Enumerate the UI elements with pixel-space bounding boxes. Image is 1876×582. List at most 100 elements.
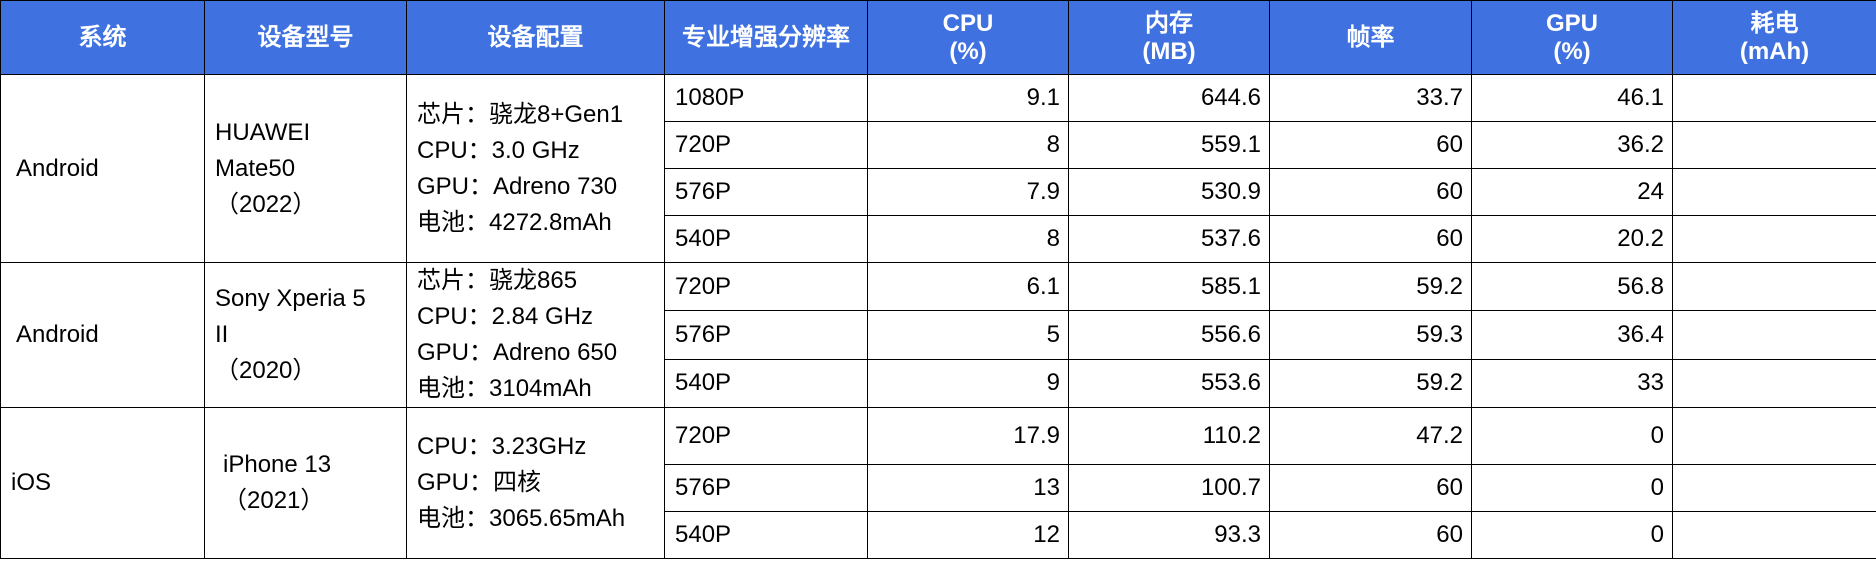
memory-cell: 553.6 (1068, 358, 1270, 409)
config-line: 芯片：骁龙8+Gen1 (417, 100, 624, 128)
config-line: GPU：Adreno 650 (417, 339, 618, 366)
gpu-cell: 36.4 (1471, 310, 1673, 360)
resolution-cell: 720P (664, 407, 868, 465)
memory-cell: 585.1 (1068, 261, 1270, 312)
fps-cell: 60 (1269, 464, 1472, 512)
power-cell (1672, 511, 1876, 559)
config-line: CPU：3.23GHz (417, 433, 587, 460)
model-cell: Sony Xperia 5 II （2020） (204, 262, 407, 408)
memory-cell: 93.3 (1068, 511, 1270, 559)
config-line: GPU：四核 (417, 469, 542, 496)
resolution-cell: 576P (664, 310, 868, 360)
memory-cell: 559.1 (1068, 121, 1270, 169)
header-memory-unit: (MB) (1142, 37, 1196, 65)
memory-cell: 537.6 (1068, 215, 1270, 263)
cpu-cell: 5 (867, 310, 1069, 360)
gpu-cell: 46.1 (1471, 74, 1673, 122)
gpu-cell: 24 (1471, 168, 1673, 216)
header-gpu-unit: (%) (1553, 37, 1591, 65)
model-line: iPhone 13 (223, 451, 332, 478)
header-memory-label: 内存 (1145, 9, 1193, 37)
model-line: HUAWEI (215, 118, 311, 146)
header-model: 设备型号 (204, 0, 407, 75)
header-power-unit: (mAh) (1739, 37, 1810, 65)
gpu-cell: 56.8 (1471, 261, 1673, 312)
gpu-cell: 36.2 (1471, 121, 1673, 169)
header-cpu-label: CPU (942, 9, 994, 37)
gpu-cell: 20.2 (1471, 215, 1673, 263)
header-system: 系统 (0, 0, 205, 75)
memory-cell: 110.2 (1068, 407, 1270, 465)
table-row: 576P 5 556.6 59.3 36.4 (1, 310, 1876, 360)
config-line: 电池：3065.65mAh (417, 505, 626, 532)
fps-cell: 60 (1269, 121, 1472, 169)
memory-cell: 530.9 (1068, 168, 1270, 216)
resolution-cell: 720P (664, 261, 868, 312)
power-cell (1672, 74, 1876, 122)
fps-cell: 33.7 (1269, 74, 1472, 122)
header-resolution: 专业增强分辨率 (664, 0, 868, 75)
system-cell: Android (0, 74, 205, 263)
memory-cell: 556.6 (1068, 310, 1270, 360)
model-line: II (215, 321, 229, 348)
performance-table: 系统 设备型号 设备配置 专业增强分辨率 CPU (%) 内存 (MB) 帧率 … (0, 0, 1876, 559)
model-line: Sony Xperia 5 (215, 285, 366, 312)
header-fps: 帧率 (1269, 0, 1472, 75)
table-row: 540P 12 93.3 60 0 (1, 511, 1876, 559)
memory-cell: 100.7 (1068, 464, 1270, 512)
fps-cell: 60 (1269, 168, 1472, 216)
fps-cell: 60 (1269, 511, 1472, 559)
model-line: Mate50 (215, 154, 296, 182)
power-cell (1672, 310, 1876, 360)
resolution-cell: 540P (664, 511, 868, 559)
gpu-cell: 33 (1471, 358, 1673, 409)
cpu-cell: 8 (867, 121, 1069, 169)
header-gpu-label: GPU (1545, 9, 1598, 37)
power-cell (1672, 407, 1876, 465)
config-line: GPU：Adreno 730 (417, 172, 618, 200)
header-power-label: 耗电 (1750, 9, 1799, 37)
cpu-cell: 9 (867, 358, 1069, 409)
resolution-cell: 720P (664, 121, 868, 169)
table-row: Android HUAWEI Mate50 （2022） 芯片：骁龙8+Gen1… (0, 74, 1876, 263)
config-line: 电池：3104mAh (417, 375, 592, 402)
gpu-cell: 0 (1471, 464, 1673, 512)
power-cell (1672, 464, 1876, 512)
cpu-cell: 9.1 (867, 74, 1069, 122)
table-row: 576P 13 100.7 60 0 (1, 464, 1876, 512)
system-cell: iOS (0, 407, 205, 559)
resolution-cell: 1080P (664, 74, 868, 122)
model-line: （2020） (215, 357, 317, 384)
fps-cell: 59.3 (1269, 310, 1472, 360)
resolution-cell: 540P (664, 215, 868, 263)
fps-cell: 60 (1269, 215, 1472, 263)
fps-cell: 59.2 (1269, 261, 1472, 312)
cpu-cell: 8 (867, 215, 1069, 263)
table-row: iOS iPhone 13 （2021） CPU：3.23GHz GPU：四核 … (0, 407, 1876, 559)
system-cell: Android (0, 262, 205, 408)
power-cell (1672, 215, 1876, 263)
header-cpu-unit: (%) (949, 37, 987, 65)
config-line: 芯片：骁龙865 (417, 267, 578, 294)
memory-cell: 644.6 (1068, 74, 1270, 122)
header-power: 耗电 (mAh) (1672, 0, 1876, 75)
table-row: Android Sony Xperia 5 II （2020） 芯片：骁龙865… (0, 261, 1876, 408)
cpu-cell: 12 (867, 511, 1069, 559)
model-cell: iPhone 13 （2021） (204, 407, 407, 559)
resolution-cell: 576P (664, 464, 868, 512)
config-cell: 芯片：骁龙865 CPU：2.84 GHz GPU：Adreno 650 电池：… (406, 262, 665, 408)
header-memory: 内存 (MB) (1068, 0, 1270, 75)
power-cell (1672, 121, 1876, 169)
config-cell: 芯片：骁龙8+Gen1 CPU：3.0 GHz GPU：Adreno 730 电… (406, 74, 665, 263)
table-row: 576P 7.9 530.9 60 24 (1, 168, 1876, 216)
cpu-cell: 17.9 (867, 407, 1069, 465)
resolution-cell: 576P (664, 168, 868, 216)
fps-cell: 59.2 (1269, 358, 1472, 409)
header-row: 系统 设备型号 设备配置 专业增强分辨率 CPU (%) 内存 (MB) 帧率 … (0, 0, 1876, 75)
fps-cell: 47.2 (1269, 407, 1472, 465)
table-row: 720P 8 559.1 60 36.2 (1, 121, 1876, 169)
model-line: （2021） (223, 487, 325, 514)
power-cell (1672, 168, 1876, 216)
header-gpu: GPU (%) (1471, 0, 1673, 75)
config-line: CPU：2.84 GHz (417, 303, 594, 330)
